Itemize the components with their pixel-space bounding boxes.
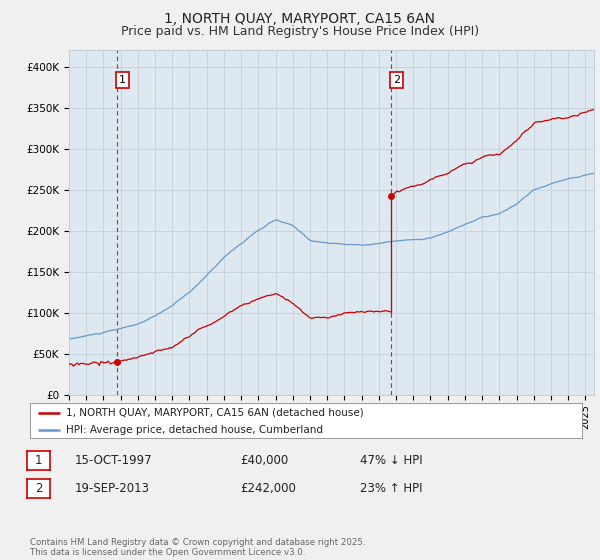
Text: 2: 2 xyxy=(35,482,42,495)
Text: 19-SEP-2013: 19-SEP-2013 xyxy=(75,482,150,495)
Text: 1: 1 xyxy=(35,454,42,467)
Text: 1: 1 xyxy=(119,75,126,85)
Text: 1, NORTH QUAY, MARYPORT, CA15 6AN: 1, NORTH QUAY, MARYPORT, CA15 6AN xyxy=(164,12,436,26)
Text: HPI: Average price, detached house, Cumberland: HPI: Average price, detached house, Cumb… xyxy=(66,425,323,435)
Text: £242,000: £242,000 xyxy=(240,482,296,495)
Text: 47% ↓ HPI: 47% ↓ HPI xyxy=(360,454,422,467)
Text: 23% ↑ HPI: 23% ↑ HPI xyxy=(360,482,422,495)
Text: 2: 2 xyxy=(393,75,400,85)
Text: 1, NORTH QUAY, MARYPORT, CA15 6AN (detached house): 1, NORTH QUAY, MARYPORT, CA15 6AN (detac… xyxy=(66,408,364,418)
Text: Price paid vs. HM Land Registry's House Price Index (HPI): Price paid vs. HM Land Registry's House … xyxy=(121,25,479,38)
Text: 15-OCT-1997: 15-OCT-1997 xyxy=(75,454,152,467)
Text: £40,000: £40,000 xyxy=(240,454,288,467)
Text: Contains HM Land Registry data © Crown copyright and database right 2025.
This d: Contains HM Land Registry data © Crown c… xyxy=(30,538,365,557)
